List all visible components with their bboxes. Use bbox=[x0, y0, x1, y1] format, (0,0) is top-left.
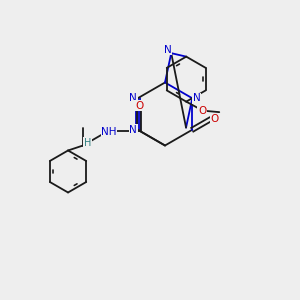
Text: O: O bbox=[211, 114, 219, 124]
Text: NH: NH bbox=[101, 127, 117, 137]
Text: H: H bbox=[84, 137, 91, 148]
Text: N: N bbox=[164, 45, 172, 55]
Text: N: N bbox=[129, 93, 137, 103]
Text: O: O bbox=[198, 106, 206, 116]
Text: N: N bbox=[193, 93, 201, 103]
Text: O: O bbox=[135, 101, 143, 111]
Text: N: N bbox=[129, 125, 137, 135]
